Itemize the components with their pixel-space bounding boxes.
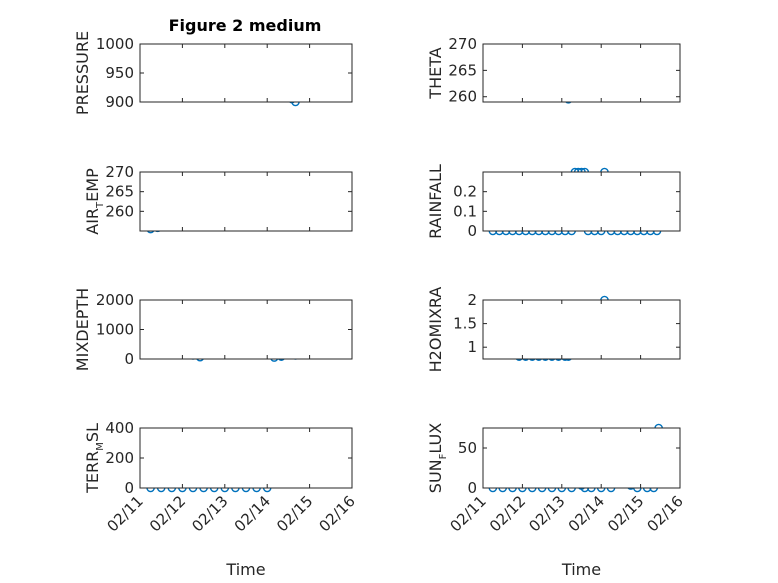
y-axis-label: AIRTEMP	[83, 168, 106, 235]
y-tick-label: 270	[105, 163, 134, 181]
y-tick-label: 0.2	[453, 183, 477, 201]
y-axis-label: RAINFALL	[426, 164, 445, 239]
x-tick-label: 02/11	[447, 492, 490, 535]
x-tick-label: 02/15	[273, 492, 316, 535]
y-tick-label: 265	[105, 183, 134, 201]
axes-frame	[139, 43, 353, 103]
y-tick-label: 0	[467, 222, 477, 240]
subplot-terr-msl: 0 200 400 02/11 02/12 02/13 02/14 02/15 02/16 TER…	[83, 419, 359, 579]
y-tick-label: 1000	[96, 321, 134, 339]
x-axis-label: Time	[225, 560, 265, 579]
x-axis-label: Time	[561, 560, 601, 579]
y-tick-label: 0.1	[453, 202, 477, 220]
y-tick-label: 400	[105, 419, 134, 437]
axes-frame	[482, 299, 681, 360]
axes-frame	[139, 171, 353, 232]
y-axis-label: H2OMIXRA	[426, 287, 445, 373]
subplot-rainfall: 0 0.10.2 RAINFALL	[426, 164, 681, 240]
y-axis-label: TERRMSL	[83, 423, 106, 494]
x-tick-label: 02/15	[604, 492, 647, 535]
y-tick-label: 270	[448, 35, 477, 53]
y-tick-label: 0	[467, 479, 477, 497]
x-tick-label: 02/12	[146, 492, 189, 535]
y-tick-label: 265	[448, 61, 477, 79]
x-tick-label: 02/14	[231, 492, 274, 535]
axes-frame	[482, 171, 681, 232]
axes-frame	[482, 43, 681, 103]
x-tick-label: 02/12	[486, 492, 529, 535]
y-tick-label: 900	[105, 93, 134, 111]
y-tick-label: 50	[458, 439, 477, 457]
y-tick-label: 950	[105, 64, 134, 82]
y-axis-label: PRESSURE	[73, 31, 92, 115]
x-tick-label: 02/14	[565, 492, 608, 535]
axes-frame	[482, 427, 681, 489]
y-tick-label: 2	[467, 291, 477, 309]
y-tick-label: 1.5	[453, 315, 477, 333]
y-tick-label: 200	[105, 449, 134, 467]
x-tick-label: 02/16	[316, 492, 359, 535]
y-axis-label: MIXDEPTH	[73, 288, 92, 371]
y-tick-label: 1000	[96, 35, 134, 53]
x-tick-label: 02/13	[188, 492, 231, 535]
y-axis-label: THETA	[426, 47, 445, 99]
y-tick-label: 2000	[96, 291, 134, 309]
y-tick-label: 260	[105, 202, 134, 220]
y-tick-label: 0	[124, 350, 134, 368]
x-tick-label: 02/11	[104, 492, 147, 535]
y-tick-label: 260	[448, 88, 477, 106]
x-tick-label: 02/13	[525, 492, 568, 535]
x-tick-label: 02/16	[644, 492, 687, 535]
y-axis-label: SUNFLUX	[426, 423, 449, 493]
figure-title: Figure 2 medium	[169, 16, 322, 35]
subplot-h2omixra: 1 1.5 2 H2OMIXRA	[426, 287, 681, 373]
axes-frame	[139, 299, 353, 360]
axes-frame	[139, 427, 353, 489]
y-tick-label: 1	[467, 338, 477, 356]
y-tick-label: 0	[124, 479, 134, 497]
